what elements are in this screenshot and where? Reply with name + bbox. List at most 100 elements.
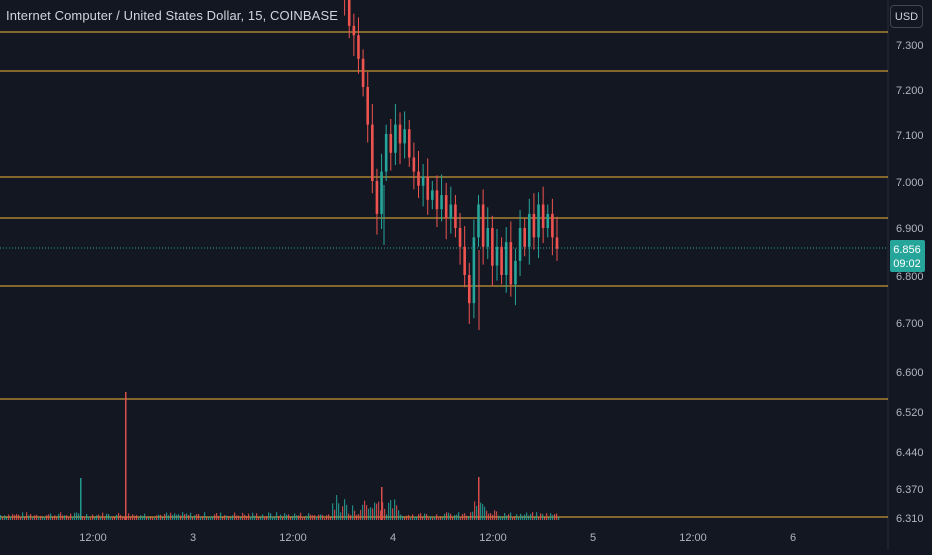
volume-bar — [382, 502, 384, 520]
volume-bar — [326, 515, 328, 520]
volume-bar — [286, 514, 288, 520]
volume-bar — [522, 515, 524, 520]
volume-bar — [132, 514, 134, 520]
volume-bar — [314, 515, 316, 520]
y-tick-label: 6.800 — [896, 271, 924, 283]
volume-bar — [502, 517, 504, 520]
volume-bar — [108, 514, 110, 520]
volume-bar — [556, 513, 558, 520]
volume-bar — [558, 517, 560, 520]
volume-bar — [6, 517, 8, 520]
currency-button[interactable]: USD — [890, 5, 923, 28]
volume-bar — [76, 512, 78, 520]
candle-body — [523, 228, 526, 247]
volume-bar — [290, 517, 292, 520]
volume-bar — [104, 517, 106, 520]
candle-body — [431, 190, 434, 200]
volume-bar — [170, 512, 172, 520]
volume-bar — [78, 513, 80, 520]
volume-bar — [516, 514, 518, 520]
y-tick-label: 7.100 — [896, 130, 924, 142]
volume-bar — [176, 514, 178, 520]
volume-bar — [520, 513, 522, 520]
volume-bar — [144, 513, 146, 520]
candle-body — [440, 195, 443, 210]
candle-body — [361, 58, 365, 87]
volume-bar — [48, 514, 50, 520]
volume-bar — [436, 514, 438, 520]
candle-body — [555, 237, 559, 249]
volume-bar — [338, 503, 340, 520]
volume-bar — [42, 517, 44, 520]
volume-bar — [258, 517, 260, 520]
y-tick-label: 6.310 — [896, 513, 924, 525]
candle-body — [509, 242, 513, 285]
volume-bar — [524, 514, 526, 520]
volume-bar — [296, 515, 298, 520]
volume-bar — [24, 517, 26, 520]
volume-bar — [534, 517, 536, 520]
volume-bar — [262, 514, 264, 520]
volume-bar — [376, 503, 378, 520]
volume-spike — [125, 392, 127, 520]
volume-bar — [390, 500, 392, 520]
volume-bar — [302, 516, 304, 520]
volume-bar — [158, 514, 160, 520]
volume-bar — [486, 510, 488, 520]
volume-bar — [64, 515, 66, 520]
candle-body — [444, 195, 448, 219]
volume-spike — [80, 478, 82, 520]
volume-bar — [444, 513, 446, 520]
volume-bar — [418, 514, 420, 520]
volume-bar — [66, 515, 68, 520]
candle-body — [371, 124, 374, 181]
volume-bar — [372, 508, 374, 520]
volume-bar — [344, 499, 346, 520]
volume-bar — [282, 517, 284, 520]
volume-bar — [268, 512, 270, 520]
candle-body — [532, 213, 536, 238]
volume-bar — [50, 513, 52, 520]
volume-bar — [462, 513, 464, 520]
volume-bar — [322, 515, 324, 520]
y-tick-label: 6.900 — [896, 223, 924, 235]
volume-bar — [350, 515, 352, 520]
volume-bar — [210, 516, 212, 520]
volume-bar — [94, 517, 96, 520]
volume-bar — [550, 513, 552, 520]
volume-bar — [318, 514, 320, 520]
volume-bar — [70, 513, 72, 520]
volume-bar — [368, 508, 370, 520]
volume-bar — [440, 517, 442, 520]
volume-bar — [366, 505, 368, 520]
volume-bar — [40, 515, 42, 520]
volume-bar — [394, 499, 396, 520]
volume-bar — [542, 514, 544, 520]
volume-bar — [406, 515, 408, 520]
candle-body — [527, 213, 531, 247]
volume-bar — [530, 513, 532, 520]
volume-bar — [86, 513, 88, 520]
volume-bar — [154, 517, 156, 520]
volume-bar — [266, 516, 268, 520]
volume-bar — [114, 517, 116, 520]
volume-bar — [110, 516, 112, 520]
volume-bar — [36, 514, 38, 520]
volume-bar — [228, 516, 230, 520]
volume-bar — [18, 514, 20, 520]
volume-bar — [74, 512, 76, 520]
volume-bar — [184, 514, 186, 520]
volume-bar — [334, 509, 336, 520]
volume-bar — [374, 502, 376, 520]
x-tick-label: 12:00 — [679, 532, 707, 544]
volume-bar — [248, 513, 250, 520]
volume-bar — [230, 517, 232, 520]
volume-bar — [224, 515, 226, 520]
volume-bar — [226, 515, 228, 520]
candle-body — [394, 124, 397, 153]
volume-bar — [26, 512, 28, 520]
y-tick-label: 6.370 — [896, 484, 924, 496]
volume-bar — [270, 513, 272, 520]
